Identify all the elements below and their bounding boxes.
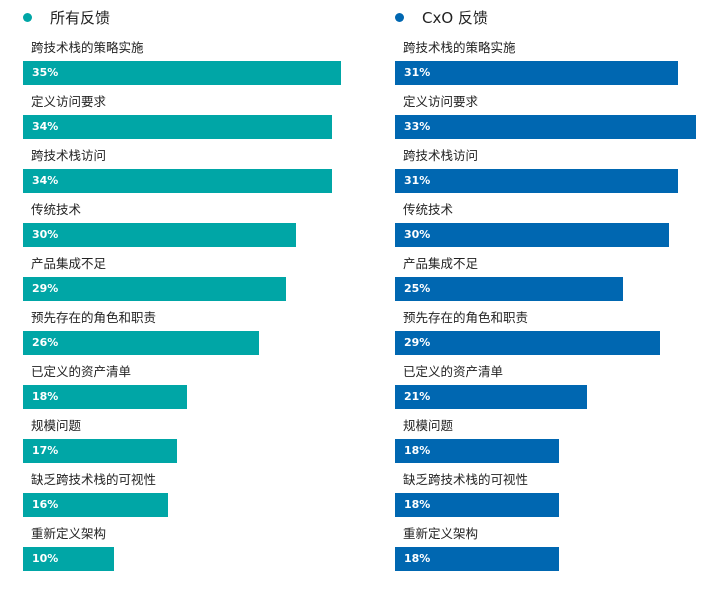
bar: 35% [23, 61, 341, 85]
bar-value-label: 33% [404, 120, 431, 133]
legend-all-feedback: 所有反馈 [23, 6, 110, 28]
bar-row: 重新定义架构 10% [0, 520, 360, 574]
bar: 18% [23, 385, 187, 409]
category-label: 产品集成不足 [403, 256, 479, 271]
bar-row: 产品集成不足 25% [372, 250, 707, 304]
bar-row: 产品集成不足 29% [0, 250, 360, 304]
bar: 29% [23, 277, 286, 301]
legend-cxo-feedback: CxO 反馈 [395, 6, 488, 28]
bar: 18% [395, 439, 559, 463]
category-label: 预先存在的角色和职责 [403, 310, 529, 325]
category-label: 定义访问要求 [403, 94, 479, 109]
bar: 10% [23, 547, 114, 571]
category-label: 传统技术 [403, 202, 454, 217]
bar-value-label: 30% [32, 228, 59, 241]
bar: 29% [395, 331, 660, 355]
category-label: 跨技术栈的策略实施 [403, 40, 516, 55]
bar-row: 跨技术栈的策略实施 31% [372, 34, 707, 88]
bar-row: 规模问题 18% [372, 412, 707, 466]
category-label: 跨技术栈的策略实施 [31, 40, 144, 55]
bar: 17% [23, 439, 177, 463]
bar-row: 规模问题 17% [0, 412, 360, 466]
bar-row: 已定义的资产清单 18% [0, 358, 360, 412]
bar-value-label: 16% [32, 498, 59, 511]
bar-value-label: 18% [404, 498, 431, 511]
bar-row: 跨技术栈的策略实施 35% [0, 34, 360, 88]
bar-row: 缺乏跨技术栈的可视性 18% [372, 466, 707, 520]
bar: 31% [395, 61, 678, 85]
category-label: 重新定义架构 [31, 526, 107, 541]
category-label: 已定义的资产清单 [403, 364, 504, 379]
bar-value-label: 31% [404, 174, 431, 187]
bar-row: 跨技术栈访问 34% [0, 142, 360, 196]
bar: 34% [23, 115, 332, 139]
bar-row: 预先存在的角色和职责 29% [372, 304, 707, 358]
category-label: 规模问题 [31, 418, 82, 433]
bar-value-label: 17% [32, 444, 59, 457]
bar-value-label: 18% [32, 390, 59, 403]
bar: 30% [395, 223, 669, 247]
bar-value-label: 30% [404, 228, 431, 241]
chart-all-feedback: 所有反馈 跨技术栈的策略实施 35% 定义访问要求 34% 跨技术栈访问 34% 传统技术 3… [0, 6, 360, 574]
bar: 18% [395, 493, 559, 517]
bar: 34% [23, 169, 332, 193]
legend-label: 所有反馈 [50, 8, 111, 27]
chart-cxo-feedback: CxO 反馈 跨技术栈的策略实施 31% 定义访问要求 33% 跨技术栈访问 31% 传统技… [372, 0, 707, 614]
category-label: 重新定义架构 [403, 526, 479, 541]
bar-row: 缺乏跨技术栈的可视性 16% [0, 466, 360, 520]
bar: 33% [395, 115, 696, 139]
bar: 25% [395, 277, 623, 301]
category-label: 产品集成不足 [31, 256, 107, 271]
legend-dot-icon [395, 12, 404, 22]
bar-value-label: 18% [404, 552, 431, 565]
bar-value-label: 21% [404, 390, 431, 403]
bar: 26% [23, 331, 259, 355]
legend-label: CxO 反馈 [422, 8, 488, 27]
bar-value-label: 29% [404, 336, 431, 349]
category-label: 跨技术栈访问 [31, 148, 107, 163]
bar: 30% [23, 223, 296, 247]
bar: 18% [395, 547, 559, 571]
category-label: 已定义的资产清单 [31, 364, 132, 379]
category-label: 跨技术栈访问 [403, 148, 479, 163]
bar-value-label: 10% [32, 552, 59, 565]
bar-row: 跨技术栈访问 31% [372, 142, 707, 196]
bar-row: 传统技术 30% [372, 196, 707, 250]
category-label: 传统技术 [31, 202, 82, 217]
bar-row: 传统技术 30% [0, 196, 360, 250]
bar-value-label: 26% [32, 336, 59, 349]
bar-value-label: 25% [404, 282, 431, 295]
bar-row: 重新定义架构 18% [372, 520, 707, 574]
bar-row: 定义访问要求 33% [372, 88, 707, 142]
bar-value-label: 29% [32, 282, 59, 295]
category-label: 定义访问要求 [31, 94, 107, 109]
bar-value-label: 35% [32, 66, 59, 79]
bar-value-label: 31% [404, 66, 431, 79]
bar: 16% [23, 493, 168, 517]
category-label: 缺乏跨技术栈的可视性 [31, 472, 157, 487]
bar-value-label: 34% [32, 120, 59, 133]
category-label: 预先存在的角色和职责 [31, 310, 157, 325]
bar-row: 预先存在的角色和职责 26% [0, 304, 360, 358]
bar-row: 已定义的资产清单 21% [372, 358, 707, 412]
bar-row: 定义访问要求 34% [0, 88, 360, 142]
bar: 31% [395, 169, 678, 193]
category-label: 缺乏跨技术栈的可视性 [403, 472, 529, 487]
legend-dot-icon [23, 12, 32, 22]
bar: 21% [395, 385, 587, 409]
category-label: 规模问题 [403, 418, 454, 433]
bar-value-label: 18% [404, 444, 431, 457]
bar-value-label: 34% [32, 174, 59, 187]
